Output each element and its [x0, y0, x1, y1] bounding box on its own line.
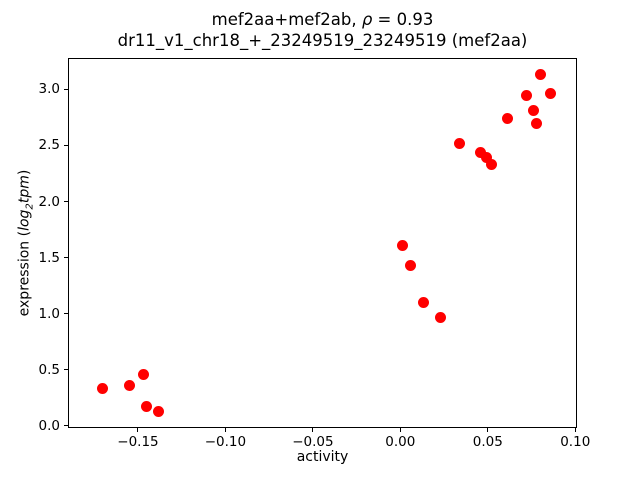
data-point [534, 69, 546, 81]
chart-title-line2: dr11_v1_chr18_+_23249519_23249519 (mef2a… [117, 31, 528, 50]
y-tick-mark [64, 257, 68, 259]
x-tick-mark [224, 428, 226, 432]
x-tick-label: −0.15 [117, 434, 159, 450]
chart-title: mef2aa+mef2ab, ρ = 0.93 dr11_v1_chr18_+_… [68, 9, 577, 51]
data-point [417, 296, 429, 308]
data-point [396, 239, 408, 251]
y-tick-label: 2.0 [38, 193, 60, 210]
y-tick-mark [64, 88, 68, 90]
y-tick-mark [64, 144, 68, 146]
x-tick-label: 0.05 [472, 434, 503, 450]
chart-title-line1: mef2aa+mef2ab, ρ = 0.93 [68, 9, 577, 30]
y-tick-label: 1.5 [38, 249, 60, 266]
label-fragment: mef2aa+mef2ab, [211, 10, 362, 29]
y-tick-label: 1.0 [38, 305, 60, 322]
x-tick-mark [574, 428, 576, 432]
x-tick-mark [312, 428, 314, 432]
x-tick-label: −0.10 [204, 434, 247, 450]
data-point [141, 401, 153, 413]
x-tick-label: 0.00 [385, 434, 416, 450]
label-fragment: = 0.93 [372, 10, 434, 29]
data-point [501, 113, 513, 125]
data-point [405, 259, 417, 271]
data-point [485, 159, 497, 170]
data-point [123, 379, 135, 391]
data-point [527, 105, 539, 117]
data-point [475, 146, 487, 158]
y-tick-label: 2.5 [38, 137, 60, 154]
data-point [545, 88, 557, 100]
data-point [454, 137, 466, 149]
y-tick-label: 3.0 [38, 81, 60, 98]
y-tick-mark [64, 425, 68, 427]
data-point [153, 405, 165, 417]
data-point [520, 89, 532, 101]
x-tick-label: 0.10 [560, 434, 591, 450]
label-fragment: ) [16, 169, 33, 176]
x-tick-label: −0.05 [292, 434, 334, 450]
y-tick-mark [64, 369, 68, 371]
y-tick-mark [64, 313, 68, 315]
x-tick-mark [487, 428, 489, 432]
data-point [137, 368, 149, 380]
data-point [480, 152, 492, 164]
x-tick-mark [399, 428, 401, 432]
y-tick-mark [64, 201, 68, 202]
label-fragment: log [16, 209, 33, 231]
y-tick-label: 0.0 [38, 417, 60, 434]
x-tick-mark [137, 428, 139, 432]
data-point [435, 311, 447, 323]
label-fragment: expression ( [16, 230, 33, 317]
y-tick-label: 0.5 [38, 361, 60, 378]
plot-area [68, 58, 577, 428]
data-point [97, 383, 109, 395]
x-axis-label: activity [296, 449, 349, 465]
data-point [531, 117, 543, 129]
label-fragment: ρ [361, 10, 373, 29]
